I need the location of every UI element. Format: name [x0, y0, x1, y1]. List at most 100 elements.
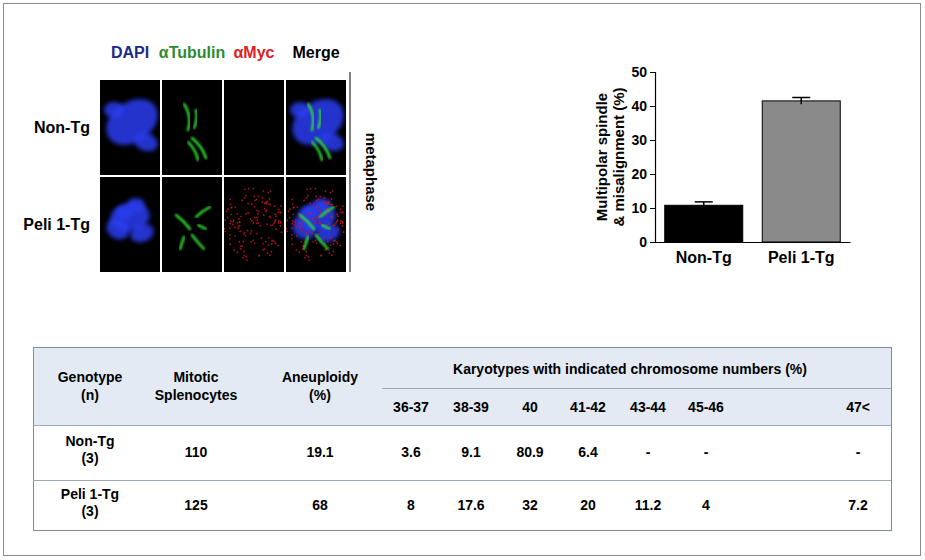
figure-frame — [4, 4, 921, 556]
myc-stain — [254, 242, 256, 244]
myc-stain — [316, 199, 318, 201]
myc-stain — [295, 249, 297, 251]
micrograph-background — [224, 177, 284, 272]
myc-stain — [307, 256, 309, 258]
tubulin-stain — [320, 207, 334, 217]
error-bar-stem — [703, 202, 705, 209]
table-subheader: 41-42 — [570, 399, 606, 415]
myc-stain — [337, 228, 339, 230]
myc-stain — [244, 188, 246, 190]
table-cell: 11.2 — [635, 497, 662, 513]
myc-stain — [312, 233, 314, 235]
myc-stain — [289, 208, 291, 210]
table-frame — [34, 348, 892, 531]
table-header-background — [33, 347, 891, 425]
row-label: Peli 1-Tg — [23, 216, 90, 233]
myc-stain — [292, 220, 294, 222]
myc-stain — [254, 217, 256, 219]
myc-stain — [330, 216, 332, 218]
myc-stain — [343, 231, 345, 233]
myc-stain — [340, 222, 342, 224]
myc-stain — [296, 235, 298, 237]
myc-stain — [301, 230, 303, 232]
myc-stain — [236, 251, 238, 253]
myc-stain — [262, 243, 264, 245]
myc-stain — [336, 213, 338, 215]
y-tick: 20 — [631, 166, 655, 182]
myc-stain — [329, 192, 331, 194]
myc-stain — [337, 219, 339, 221]
table-cell: 110 — [185, 444, 208, 460]
myc-stain — [286, 230, 288, 232]
myc-stain — [246, 259, 248, 261]
y-axis-title-line: & misalignment (%) — [610, 87, 627, 226]
micrograph-background — [224, 80, 284, 175]
myc-stain — [265, 209, 267, 211]
myc-stain — [280, 205, 282, 207]
myc-stain — [234, 235, 236, 237]
y-tick: 0 — [639, 234, 655, 250]
tubulin-stain — [176, 215, 190, 229]
myc-stain — [247, 230, 249, 232]
myc-stain — [318, 219, 320, 221]
table-cell: - — [646, 444, 651, 460]
myc-stain — [261, 237, 263, 239]
y-axis-title-line: Multipolar spindle — [593, 93, 610, 221]
myc-stain — [286, 219, 288, 221]
myc-stain — [316, 217, 318, 219]
myc-stain — [271, 243, 273, 245]
table-group-header: Karyotypes with indicated chromosome num… — [453, 361, 807, 377]
myc-stain — [318, 199, 320, 201]
myc-stain — [245, 256, 247, 258]
myc-stain — [312, 218, 314, 220]
y-tick-label: 50 — [631, 64, 647, 80]
table-rule — [33, 425, 891, 426]
myc-stain — [238, 218, 240, 220]
myc-stain — [266, 223, 268, 225]
myc-stain — [291, 223, 293, 225]
myc-stain — [328, 202, 330, 204]
micrograph-background — [286, 177, 346, 272]
table-cell: - — [856, 444, 861, 460]
myc-stain — [233, 219, 235, 221]
myc-stain — [320, 255, 322, 257]
myc-stain — [275, 243, 277, 245]
myc-stain — [230, 213, 232, 215]
myc-stain — [318, 209, 320, 211]
myc-stain — [306, 232, 308, 234]
myc-stain — [291, 238, 293, 240]
myc-stain — [254, 199, 256, 201]
table-cell: 8 — [407, 497, 415, 513]
myc-stain — [312, 241, 314, 243]
myc-stain — [241, 200, 243, 202]
myc-stain — [231, 207, 233, 209]
myc-stain — [252, 222, 254, 224]
myc-stain — [234, 206, 236, 208]
myc-stain — [331, 198, 333, 200]
y-tick: 30 — [631, 132, 655, 148]
table-subheader: 45-46 — [688, 399, 724, 415]
myc-stain — [301, 225, 303, 227]
myc-stain — [264, 202, 266, 204]
myc-stain — [340, 220, 342, 222]
myc-stain — [271, 240, 273, 242]
micrograph-background — [162, 177, 222, 272]
myc-stain — [269, 198, 271, 200]
myc-stain — [339, 244, 341, 246]
myc-stain — [251, 203, 253, 205]
tubulin-stain — [188, 142, 198, 160]
myc-stain — [326, 208, 328, 210]
table-rule — [33, 480, 891, 481]
myc-stain — [240, 215, 242, 217]
myc-stain — [313, 220, 315, 222]
myc-stain — [274, 213, 276, 215]
myc-stain — [229, 238, 231, 240]
myc-stain — [306, 255, 308, 257]
myc-stain — [327, 241, 329, 243]
myc-stain — [239, 221, 241, 223]
myc-stain — [318, 222, 320, 224]
tubulin-stain — [184, 104, 189, 130]
myc-stain — [278, 220, 280, 222]
column-header: DAPI — [111, 44, 149, 61]
micrograph — [162, 80, 222, 175]
